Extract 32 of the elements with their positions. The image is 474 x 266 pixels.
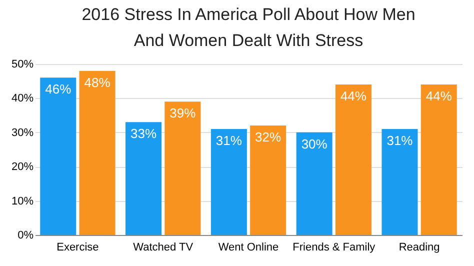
data-label: 46%	[45, 82, 72, 97]
data-label: 33%	[130, 126, 157, 142]
bar	[420, 84, 457, 235]
y-tick-label: 20%	[11, 161, 34, 174]
data-label: 39%	[170, 106, 196, 121]
data-label: 44%	[340, 88, 367, 104]
x-tick-label: Went Online	[218, 242, 279, 254]
y-tick-label: 50%	[11, 58, 34, 70]
bar	[40, 78, 76, 235]
x-tick-label: Exercise	[56, 242, 99, 254]
data-label: 48%	[84, 74, 111, 90]
y-tick-label: 10%	[11, 195, 34, 208]
bar	[164, 102, 201, 235]
bar	[250, 126, 286, 235]
bar	[296, 132, 332, 235]
x-tick-label: Friends & Family	[292, 242, 376, 254]
data-label: 31%	[386, 132, 414, 148]
data-label: 44%	[426, 88, 452, 104]
data-label: 31%	[216, 132, 242, 148]
chart-title: 2016 Stress In America Poll About How Men And Women Dealt With Stress	[82, 5, 416, 50]
y-tick-label: 30%	[11, 126, 34, 139]
x-tick-label: Reading	[398, 242, 440, 254]
bar	[382, 128, 418, 235]
bar	[335, 84, 372, 235]
bar	[126, 122, 162, 235]
bar	[210, 128, 247, 235]
y-tick-label: 0%	[18, 230, 34, 242]
x-tick-label: Watched TV	[133, 242, 194, 254]
data-label: 32%	[255, 130, 282, 145]
y-tick-label: 40%	[11, 92, 34, 105]
bar	[79, 70, 116, 235]
data-label: 30%	[301, 136, 328, 152]
